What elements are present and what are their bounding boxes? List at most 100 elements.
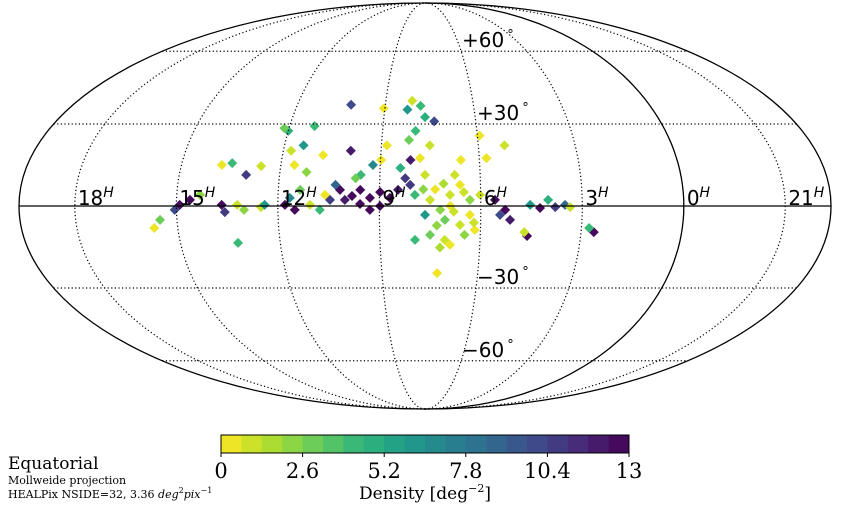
frame-label: Equatorial (8, 454, 99, 474)
graticule (18, 2, 832, 410)
density-cell (174, 199, 185, 210)
density-cell (415, 153, 426, 164)
density-cell (286, 145, 297, 156)
density-cell (233, 237, 244, 248)
density-cell (346, 99, 357, 110)
colorbar-tick-label: 7.8 (449, 459, 482, 483)
density-cell (404, 134, 415, 145)
density-cell (155, 214, 166, 225)
density-cell (279, 123, 290, 134)
density-cells (149, 95, 599, 279)
colorbar-label-text: Density [deg (359, 484, 468, 504)
density-cell (330, 179, 341, 190)
density-cell (384, 192, 395, 203)
density-cell (304, 199, 315, 210)
ra-hour-unit: H (598, 185, 609, 201)
density-cell (195, 189, 206, 200)
density-cell (444, 189, 455, 200)
meridian-line (424, 2, 583, 410)
density-cell (232, 199, 243, 210)
density-cell (345, 145, 356, 156)
density-cell (367, 159, 378, 170)
ra-tick-label: 6H (484, 185, 508, 210)
density-cell (469, 224, 480, 235)
colorbar: 0 2.6 5.2 7.8 10.4 13 (214, 434, 642, 483)
density-cell (256, 161, 267, 172)
ra-hour-unit: H (103, 185, 114, 201)
density-cell (279, 199, 290, 210)
density-cell (505, 214, 516, 225)
dec-tick-label: +60 ° (462, 28, 514, 52)
density-cell (550, 202, 561, 213)
ra-tick-label: 12H (281, 185, 317, 210)
ra-hours: 9 (382, 186, 395, 210)
density-cell (543, 194, 554, 205)
ra-hours: 12 (281, 186, 306, 210)
density-cell (378, 103, 389, 114)
ra-tick-label: 9H (382, 185, 406, 210)
density-cell (490, 194, 501, 205)
density-cell (259, 199, 270, 210)
colorbar-bin (445, 435, 467, 453)
ra-hour-unit: H (395, 185, 406, 201)
density-cell (350, 173, 361, 184)
density-cell (339, 194, 350, 205)
density-cell (309, 121, 320, 132)
colorbar-label-exp: −2 (468, 482, 484, 495)
density-cell (355, 199, 366, 210)
colorbar-tick-label: 10.4 (524, 459, 571, 483)
unit-deg: deg (158, 488, 179, 501)
ra-hours: 15 (179, 186, 204, 210)
ra-hours: 0 (687, 186, 700, 210)
colorbar-bin (404, 435, 426, 453)
colorbar-tick-label: 5.2 (367, 459, 400, 483)
colorbar-bin (302, 435, 324, 453)
colorbar-bin (527, 435, 548, 453)
density-cell (430, 184, 441, 195)
colorbar-bin (425, 435, 446, 453)
density-cell (381, 140, 392, 151)
resolution-label: HEALPix NSIDE=32, 3.36 deg2pix−1 (8, 486, 212, 501)
density-cell (364, 192, 375, 203)
colorbar-bin (241, 435, 263, 453)
density-cell (410, 125, 421, 136)
colorbar-tick-label: 0 (214, 459, 227, 483)
degree-symbol: ° (507, 28, 514, 43)
density-cell (241, 169, 252, 180)
meridian-line (74, 2, 426, 410)
degree-symbol: ° (522, 101, 529, 116)
density-cell (318, 150, 329, 161)
density-cell (216, 199, 227, 210)
meridian-line (277, 2, 426, 410)
colorbar-bin (588, 435, 610, 453)
density-cell (420, 169, 430, 180)
density-cell (405, 155, 416, 166)
colorbar-bin (261, 435, 283, 453)
density-cell (425, 194, 436, 205)
density-cell (409, 189, 420, 200)
density-cell (431, 220, 442, 231)
density-cell (519, 227, 530, 238)
ra-hours: 3 (585, 186, 598, 210)
density-cell (481, 153, 492, 164)
density-cell (295, 184, 306, 195)
meridian-line (378, 2, 426, 410)
ra-tick-label: 3H (585, 185, 609, 210)
density-cell (454, 179, 465, 190)
dec-value: +30 (477, 101, 519, 125)
density-cell (468, 217, 479, 228)
density-cell (432, 268, 443, 279)
colorbar-bin (608, 435, 630, 453)
density-cell (227, 158, 238, 169)
colorbar-tick-label: 2.6 (286, 459, 319, 483)
density-cell (409, 234, 420, 245)
axis-labels: 18H 15H 12H 9H 6H 3H 0H 21H+60 °+30 °−30 °−60 ° (78, 28, 825, 362)
density-cell (499, 140, 510, 151)
density-cell (500, 204, 511, 215)
ra-hour-unit: H (814, 185, 825, 201)
ra-hour-unit: H (205, 185, 216, 201)
projection-label: Mollweide projection (8, 474, 126, 487)
resolution-note: HEALPix NSIDE=32, 3.36 (8, 488, 155, 501)
colorbar-bin (465, 435, 487, 453)
density-cell (415, 100, 426, 111)
